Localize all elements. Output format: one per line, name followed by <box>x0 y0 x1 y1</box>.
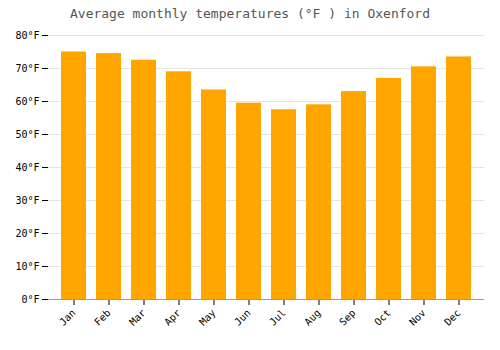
svg-text:40°F: 40°F <box>15 162 39 173</box>
svg-text:0°F: 0°F <box>21 294 39 305</box>
svg-text:10°F: 10°F <box>15 261 39 272</box>
svg-text:May: May <box>197 307 218 328</box>
svg-text:80°F: 80°F <box>15 30 39 41</box>
svg-text:Nov: Nov <box>407 307 428 328</box>
svg-text:Dec: Dec <box>442 307 463 328</box>
html-text:Average monthly temperatures (: Average monthly temperatures (°F ) in Ox… <box>70 6 430 21</box>
svg-text:Jan: Jan <box>57 307 78 328</box>
svg-text:Feb: Feb <box>92 307 113 328</box>
svg-text:Mar: Mar <box>127 307 148 328</box>
svg-text:30°F: 30°F <box>15 195 39 206</box>
svg-text:50°F: 50°F <box>15 129 39 140</box>
svg-text:Oct: Oct <box>372 307 393 328</box>
svg-text:Apr: Apr <box>162 307 183 328</box>
svg-text:60°F: 60°F <box>15 96 39 107</box>
svg-text:Aug: Aug <box>302 307 323 328</box>
svg-text:Sep: Sep <box>337 307 358 328</box>
svg-text:Jun: Jun <box>232 307 253 328</box>
svg-text:Jul: Jul <box>267 307 288 328</box>
svg-text:70°F: 70°F <box>15 63 39 74</box>
svg-text:20°F: 20°F <box>15 228 39 239</box>
